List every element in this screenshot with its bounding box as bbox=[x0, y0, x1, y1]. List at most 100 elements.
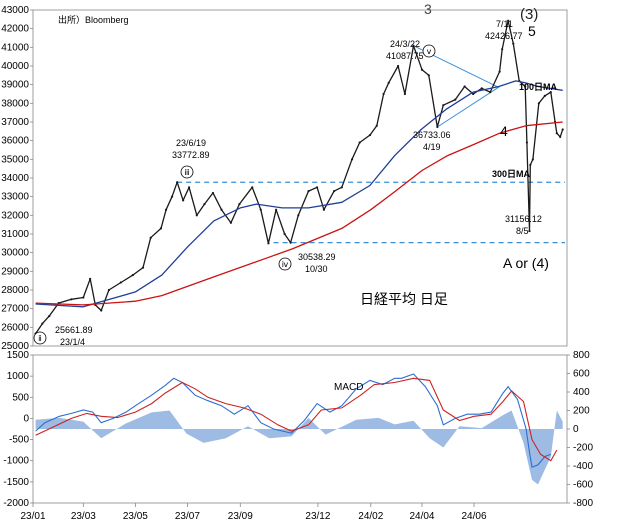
price-point bbox=[559, 135, 562, 139]
price-point bbox=[524, 85, 527, 88]
wave-v-circle bbox=[422, 44, 436, 58]
price-point bbox=[267, 242, 270, 245]
price-y-tick-label: 30000 bbox=[1, 248, 29, 259]
price-point bbox=[41, 322, 44, 325]
price-point bbox=[164, 208, 168, 211]
high3-date: 23/6/19 bbox=[176, 138, 206, 148]
price-point bbox=[131, 273, 134, 277]
wave-5-label: 5 bbox=[528, 23, 536, 39]
price-point bbox=[195, 214, 198, 217]
price-y-tick-label: 38000 bbox=[1, 98, 29, 109]
macd-right-tick-label: -200 bbox=[573, 443, 593, 454]
price-point bbox=[543, 94, 546, 97]
macd-right-tick-label: 200 bbox=[573, 406, 590, 417]
price-point bbox=[275, 208, 278, 211]
macd-line bbox=[35, 373, 551, 468]
price-point bbox=[375, 124, 378, 127]
wave-iii-circle bbox=[180, 165, 194, 179]
price-point bbox=[307, 189, 310, 193]
price-point bbox=[48, 315, 51, 318]
wave-4-label: 4 bbox=[500, 123, 508, 139]
macd-right-tick-label: 400 bbox=[573, 387, 590, 398]
low0-value: 25661.89 bbox=[55, 325, 93, 335]
macd-left-tick-label: -1500 bbox=[3, 477, 29, 488]
ma300-line bbox=[35, 121, 563, 306]
price-y-tick-label: 42000 bbox=[1, 24, 29, 35]
price-point bbox=[368, 133, 372, 137]
macd-right-tick-label: 600 bbox=[573, 369, 590, 380]
price-point bbox=[289, 241, 292, 244]
aug-low-date: 8/5 bbox=[516, 226, 529, 236]
wave-3-label: 3 bbox=[424, 1, 432, 17]
price-point bbox=[340, 186, 343, 189]
macd-left-tick-label: 1500 bbox=[7, 350, 30, 361]
price-point bbox=[238, 203, 241, 206]
price-point bbox=[100, 309, 103, 312]
price-point bbox=[420, 68, 424, 71]
high3-value: 33772.89 bbox=[172, 150, 210, 160]
price-point bbox=[322, 208, 325, 211]
macd-left-tick-label: 1000 bbox=[7, 371, 30, 382]
price-point bbox=[203, 203, 206, 206]
macd-left-tick-label: -1000 bbox=[3, 456, 29, 467]
price-y-tick-label: 41000 bbox=[1, 42, 29, 53]
price-point bbox=[350, 158, 354, 161]
wave-iii-label: ⅲ bbox=[184, 168, 189, 177]
high5-value: 41087.75 bbox=[386, 51, 424, 61]
trend-lines bbox=[413, 45, 500, 128]
high5-date: 24/3/22 bbox=[390, 39, 420, 49]
price-point bbox=[531, 158, 534, 161]
price-point bbox=[170, 195, 174, 198]
price-point bbox=[333, 189, 336, 193]
macd-series bbox=[35, 373, 563, 485]
price-point bbox=[382, 92, 385, 96]
price-point bbox=[528, 229, 531, 233]
price-y-tick-label: 26000 bbox=[1, 322, 29, 333]
wave-ii-circle bbox=[33, 331, 47, 345]
x-tick-label: 24/02 bbox=[358, 511, 383, 522]
wave-iv-circle bbox=[278, 257, 292, 271]
x-tick-label: 23/09 bbox=[228, 511, 253, 522]
macd-right-tick-label: -800 bbox=[573, 498, 593, 509]
price-point bbox=[89, 277, 92, 280]
price-y-tick-label: 33000 bbox=[1, 192, 29, 203]
price-y-tick-label: 43000 bbox=[1, 5, 29, 16]
macd-left-tick-label: 0 bbox=[23, 413, 29, 424]
price-point bbox=[525, 141, 529, 144]
price-point bbox=[220, 208, 223, 211]
price-point bbox=[512, 42, 515, 45]
x-tick-label: 23/03 bbox=[71, 511, 96, 522]
signal-line bbox=[35, 377, 558, 462]
macd-title: MACD bbox=[334, 382, 363, 393]
price-point bbox=[107, 288, 111, 292]
support-lines bbox=[177, 181, 565, 244]
price-y-tick-label: 27000 bbox=[1, 304, 29, 315]
macd-left-tick-label: 500 bbox=[12, 392, 29, 403]
price-point bbox=[141, 266, 145, 269]
price-series bbox=[34, 19, 564, 335]
price-annotations: 出所）Bloomberg 日経平均 日足 100日MA 300日MA 25661… bbox=[33, 1, 557, 347]
wave-3-big-label: (3) bbox=[520, 6, 538, 23]
price-line bbox=[35, 20, 564, 334]
aug-low-value: 31156.12 bbox=[505, 214, 542, 224]
price-point bbox=[427, 74, 430, 77]
price-point bbox=[501, 48, 504, 51]
price-y-tick-label: 37000 bbox=[1, 117, 29, 128]
wave-a4-label: A or (4) bbox=[503, 255, 549, 271]
price-y-tick-label: 35000 bbox=[1, 154, 29, 165]
lowb-value: 36733.06 bbox=[413, 130, 451, 140]
price-point bbox=[498, 70, 501, 73]
lowb-date: 4/19 bbox=[423, 142, 441, 152]
chart-title: 日経平均 日足 bbox=[360, 291, 448, 307]
price-point bbox=[283, 232, 286, 236]
price-y-tick-label: 34000 bbox=[1, 173, 29, 184]
wave-iv-label: ⅳ bbox=[282, 260, 289, 269]
price-y-tick-label: 29000 bbox=[1, 266, 29, 277]
price-point bbox=[297, 214, 300, 217]
macd-left-tick-label: -2000 bbox=[3, 498, 29, 509]
x-tick-label: 23/12 bbox=[305, 511, 330, 522]
macd-right-tick-label: 800 bbox=[573, 350, 590, 361]
price-point bbox=[442, 104, 445, 107]
top-value: 42426.77 bbox=[485, 31, 523, 41]
